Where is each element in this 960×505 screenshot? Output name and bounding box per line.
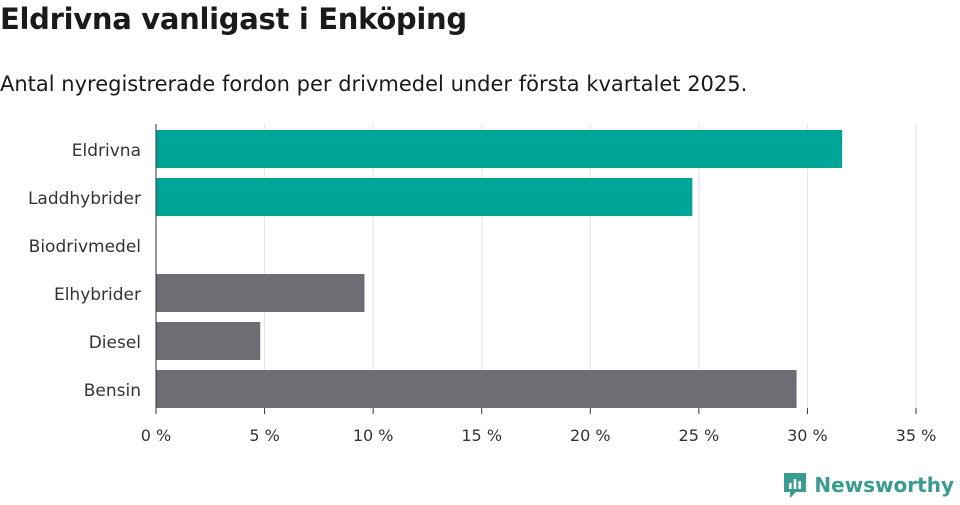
x-tick-label: 15 % bbox=[461, 426, 502, 445]
category-label: Bensin bbox=[84, 381, 141, 401]
x-tick-label: 10 % bbox=[353, 426, 394, 445]
bar bbox=[156, 274, 365, 312]
bar bbox=[156, 322, 261, 360]
x-tick-label: 25 % bbox=[679, 426, 720, 445]
x-tick-label: 0 % bbox=[141, 426, 171, 445]
category-label: Elhybrider bbox=[54, 285, 141, 305]
x-tick-label: 35 % bbox=[896, 426, 937, 445]
chart-subtitle: Antal nyregistrerade fordon per drivmede… bbox=[0, 72, 748, 96]
newsworthy-logo-icon bbox=[784, 473, 807, 498]
bar bbox=[156, 370, 797, 408]
bar bbox=[156, 130, 843, 168]
category-label: Laddhybrider bbox=[28, 189, 141, 209]
x-tick-label: 5 % bbox=[249, 426, 279, 445]
x-tick-label: 30 % bbox=[787, 426, 828, 445]
category-label: Biodrivmedel bbox=[29, 237, 141, 257]
bar bbox=[156, 178, 693, 216]
x-tick-label: 20 % bbox=[570, 426, 611, 445]
chart-title: Eldrivna vanligast i Enköping bbox=[0, 2, 467, 36]
category-label: Eldrivna bbox=[72, 141, 141, 161]
category-label: Diesel bbox=[89, 333, 141, 353]
brand-name: Newsworthy bbox=[814, 473, 954, 497]
brand-logo: Newsworthy bbox=[782, 471, 954, 499]
bar-chart: Eldrivna Laddhybrider Biodrivmedel Elhybrid… bbox=[28, 124, 937, 445]
